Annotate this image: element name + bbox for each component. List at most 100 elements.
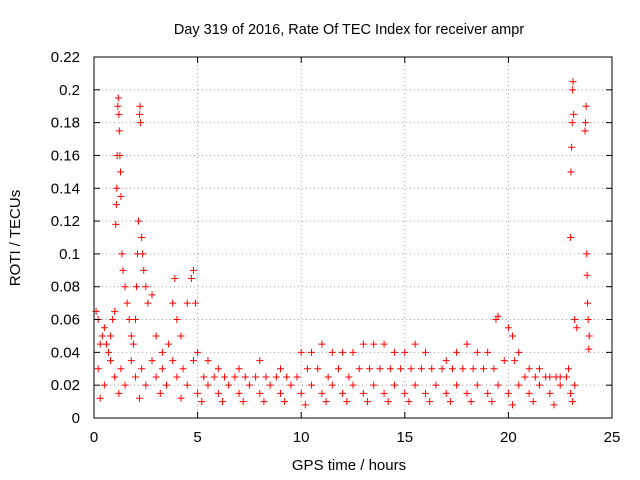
data-point — [98, 332, 106, 340]
data-point — [401, 389, 409, 397]
data-point — [100, 381, 108, 389]
data-point — [314, 365, 322, 373]
data-point — [144, 299, 152, 307]
data-point — [189, 357, 197, 365]
data-point — [169, 357, 177, 365]
data-point — [583, 271, 591, 279]
data-point — [102, 340, 110, 348]
data-point — [112, 220, 120, 228]
data-point — [428, 365, 436, 373]
data-point — [129, 340, 137, 348]
data-point — [550, 401, 558, 409]
data-point — [194, 389, 202, 397]
data-point — [328, 381, 336, 389]
data-point — [169, 299, 177, 307]
x-tick-label: 10 — [293, 429, 310, 446]
data-point — [490, 365, 498, 373]
data-point — [266, 381, 274, 389]
data-point — [114, 94, 122, 102]
plot-frame — [93, 56, 613, 419]
data-point — [308, 348, 316, 356]
data-point — [339, 389, 347, 397]
data-point — [328, 348, 336, 356]
data-point — [194, 348, 202, 356]
data-point — [125, 316, 133, 324]
data-point — [283, 373, 291, 381]
data-point — [366, 365, 374, 373]
data-point — [556, 381, 564, 389]
data-point — [500, 357, 508, 365]
data-point — [252, 373, 260, 381]
data-point — [546, 389, 554, 397]
data-point — [187, 275, 195, 283]
data-point — [235, 365, 243, 373]
data-point — [390, 381, 398, 389]
data-point — [426, 398, 434, 406]
data-point — [107, 357, 115, 365]
data-point — [442, 357, 450, 365]
data-point — [324, 373, 332, 381]
data-point — [119, 266, 127, 274]
data-point — [173, 373, 181, 381]
data-point — [480, 365, 488, 373]
x-tick-label: 0 — [90, 429, 98, 446]
data-point — [432, 381, 440, 389]
data-point — [417, 365, 425, 373]
x-tick-label: 15 — [396, 429, 413, 446]
data-point — [121, 381, 129, 389]
data-point — [582, 102, 590, 110]
data-point — [139, 250, 147, 258]
data-point — [484, 348, 492, 356]
data-point — [210, 373, 218, 381]
data-point — [411, 340, 419, 348]
data-point — [308, 381, 316, 389]
data-point — [511, 357, 519, 365]
data-point — [163, 381, 171, 389]
data-point — [569, 78, 577, 86]
data-point — [173, 316, 181, 324]
data-point — [225, 381, 233, 389]
data-point — [123, 299, 131, 307]
data-point — [448, 365, 456, 373]
data-point — [504, 389, 512, 397]
y-tick-labels: 0 0.02 0.04 0.06 0.08 0.1 0.12 0.14 0.16 0.18 0.2 0… — [51, 49, 80, 427]
y-tick-label: 0.04 — [51, 344, 80, 361]
data-point — [165, 340, 173, 348]
data-point — [131, 373, 139, 381]
data-point — [221, 373, 229, 381]
data-point — [260, 398, 268, 406]
y-tick-label: 0.1 — [59, 246, 80, 263]
data-point — [177, 394, 185, 402]
data-point — [386, 365, 394, 373]
data-point — [112, 201, 120, 209]
x-tick-label: 20 — [500, 429, 517, 446]
data-point — [204, 381, 212, 389]
data-point — [297, 348, 305, 356]
data-point — [494, 312, 502, 320]
data-point — [136, 110, 144, 118]
data-point — [148, 291, 156, 299]
data-point — [131, 316, 139, 324]
data-point — [370, 340, 378, 348]
data-point — [494, 381, 502, 389]
y-tick-label: 0.2 — [59, 82, 80, 99]
data-point — [100, 324, 108, 332]
y-tick-label: 0.12 — [51, 213, 80, 230]
data-point — [405, 398, 413, 406]
data-point — [473, 381, 481, 389]
data-point — [571, 381, 579, 389]
data-point — [118, 250, 126, 258]
data-point — [117, 168, 125, 176]
data-point — [179, 365, 187, 373]
data-point — [142, 381, 150, 389]
data-point — [343, 398, 351, 406]
data-point — [272, 373, 280, 381]
data-point — [397, 365, 405, 373]
data-point — [152, 373, 160, 381]
data-point — [438, 365, 446, 373]
data-point — [152, 332, 160, 340]
data-point — [525, 365, 533, 373]
data-point — [318, 389, 326, 397]
data-point — [117, 365, 125, 373]
data-point — [198, 398, 206, 406]
